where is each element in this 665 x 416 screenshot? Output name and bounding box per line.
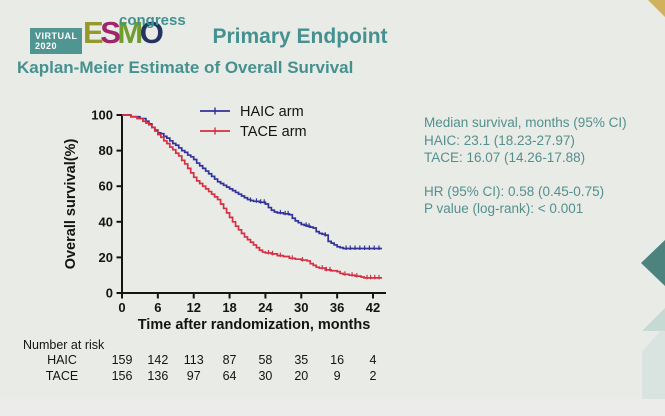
p-value-line: P value (log-rank): < 0.001 [424,201,584,216]
x-axis-title: Time after randomization, months [138,317,371,333]
x-tick-label: 0 [118,300,125,315]
y-tick-label: 60 [99,179,113,194]
survival-stats: Median survival, months (95% CI) HAIC: 2… [424,114,627,218]
y-tick-label: 100 [91,108,113,123]
risk-value: 87 [223,353,237,367]
haic-median-line: HAIC: 23.1 (18.23-27.97) [424,132,575,148]
esmo-congress-logo: VIRTUAL 2020 ESMO congress [30,12,186,60]
esmo-letter-s: S [100,15,121,50]
esmo-wordmark: ESMO [83,15,164,50]
esmo-letter-e: E [83,15,104,50]
pale-teal-rect [642,331,665,399]
risk-value: 9 [334,369,341,383]
median-survival-title: Median survival, months (95% CI) [424,115,627,130]
y-tick-label: 80 [99,143,113,158]
risk-value: 35 [294,353,308,367]
km-curve [122,114,382,250]
page-subtitle: Kaplan-Meier Estimate of Overall Surviva… [17,58,354,77]
x-tick-label: 12 [186,300,200,315]
x-tick-label: 6 [154,300,161,315]
legend-label: HAIC arm [240,104,304,120]
number-at-risk-label: Number at risk [23,338,105,352]
legend-label: TACE arm [240,124,307,140]
virtual-2020-badge: VIRTUAL 2020 [30,28,82,54]
risk-value: 4 [370,353,377,367]
year-label: 2020 [35,41,58,51]
x-tick-label: 24 [258,300,273,315]
pale-cut-triangle [642,331,660,352]
km-curve [122,114,382,279]
tace-median-line: TACE: 16.07 (14.26-17.88) [424,150,586,165]
risk-value: 16 [330,353,344,367]
x-tick-label: 18 [222,300,236,315]
risk-value: 159 [112,353,133,367]
risk-row-name: TACE [46,369,78,383]
risk-value: 142 [147,353,168,367]
axes [121,115,386,294]
page-title: Primary Endpoint [212,25,388,48]
risk-value: 58 [258,353,272,367]
risk-value: 136 [147,369,168,383]
risk-value: 2 [370,369,377,383]
y-axis-title: Overall survival(%) [63,139,79,270]
bottom-strip-decoration [0,399,665,416]
y-tick-label: 20 [99,250,113,265]
risk-value: 64 [223,369,237,383]
y-tick-label: 40 [99,214,113,229]
congress-label: congress [119,12,186,29]
x-tick-label: 36 [330,300,344,315]
x-tick-label: 30 [294,300,308,315]
x-tick-label: 42 [366,300,380,315]
y-tick-label: 0 [106,286,113,301]
virtual-label: VIRTUAL [35,31,78,41]
risk-value: 156 [112,369,133,383]
risk-value: 30 [258,369,272,383]
esmo-letter-m: M [117,15,143,50]
risk-value: 97 [187,369,201,383]
pale-teal-triangle [642,308,665,331]
teal-diamond-decoration [641,240,665,286]
hazard-ratio-line: HR (95% CI): 0.58 (0.45-0.75) [424,183,605,199]
risk-value: 20 [294,369,308,383]
esmo-letter-o: O [139,15,164,50]
gold-corner-triangle [648,0,665,17]
risk-value: 113 [184,353,204,367]
risk-row-name: HAIC [47,353,77,367]
